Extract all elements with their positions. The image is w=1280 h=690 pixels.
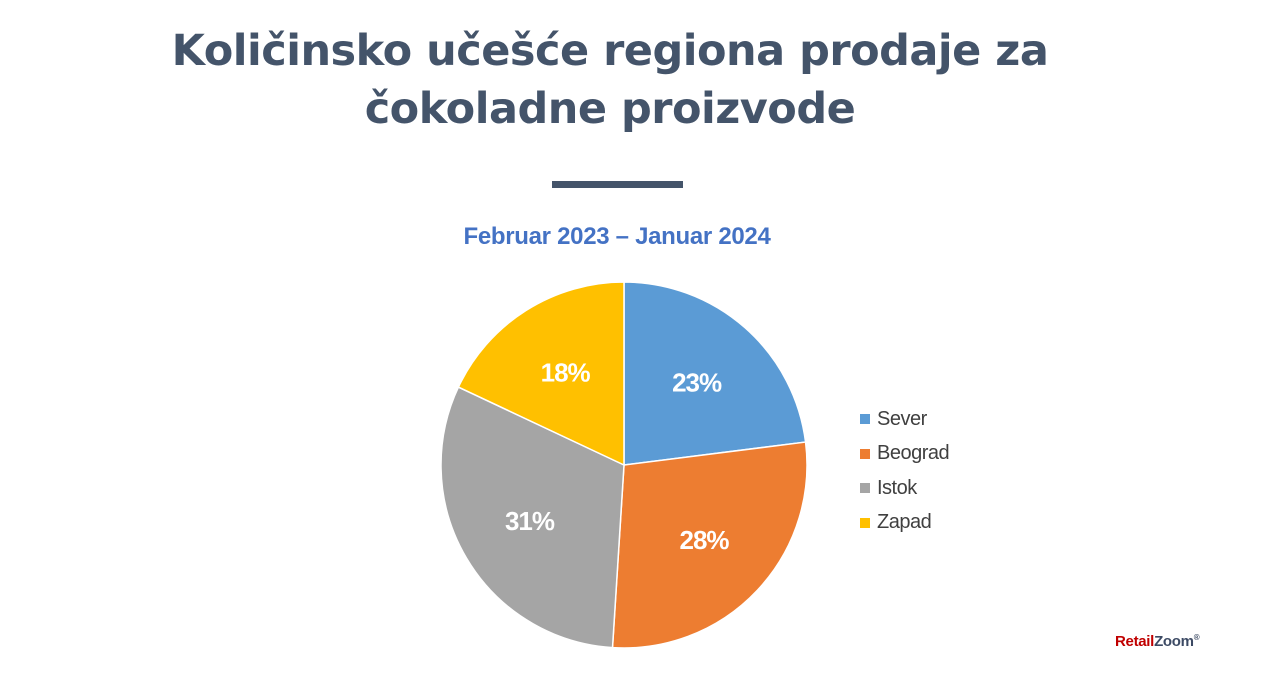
- pie-slice-beograd: [611, 441, 808, 649]
- pie-slice-sever: [623, 281, 807, 466]
- legend-label: Beograd: [877, 442, 950, 465]
- retailzoom-logo: RetailZoom®: [1115, 633, 1200, 650]
- legend-item-sever: Sever: [860, 402, 949, 437]
- logo-part-retail: Retail: [1115, 633, 1155, 650]
- legend-item-beograd: Beograd: [860, 437, 950, 472]
- legend-swatch: [860, 414, 870, 425]
- legend-item-zapad: Zapad: [860, 506, 949, 541]
- chart-legend: Sever Beograd Istok Zapad: [860, 402, 950, 541]
- legend-swatch: [860, 517, 870, 528]
- slice-label-zapad: 18%: [541, 357, 591, 387]
- legend-swatch: [860, 448, 870, 459]
- logo-registered-mark: ®: [1193, 633, 1200, 642]
- pie-slice-istok: [440, 386, 625, 649]
- title-line-2: čokoladne proizvode: [364, 84, 856, 134]
- title-line-1: Količinsko učešće regiona prodaje za: [171, 26, 1049, 76]
- logo-part-zoom: Zoom: [1154, 633, 1194, 650]
- legend-label: Istok: [877, 476, 917, 499]
- pie-slice-zapad: [457, 281, 625, 467]
- page-title: Količinsko učešće regiona prodaje za čok…: [0, 22, 1220, 138]
- chart-subtitle: Februar 2023 – Januar 2024: [463, 223, 771, 250]
- slice-label-beograd: 28%: [680, 525, 730, 555]
- legend-label: Zapad: [877, 511, 932, 534]
- legend-swatch: [860, 483, 870, 494]
- legend-item-istok: Istok: [860, 471, 949, 506]
- legend-label: Sever: [877, 407, 927, 430]
- slice-label-istok: 31%: [505, 506, 555, 536]
- slice-label-sever: 23%: [672, 368, 722, 398]
- title-underline: [552, 181, 683, 188]
